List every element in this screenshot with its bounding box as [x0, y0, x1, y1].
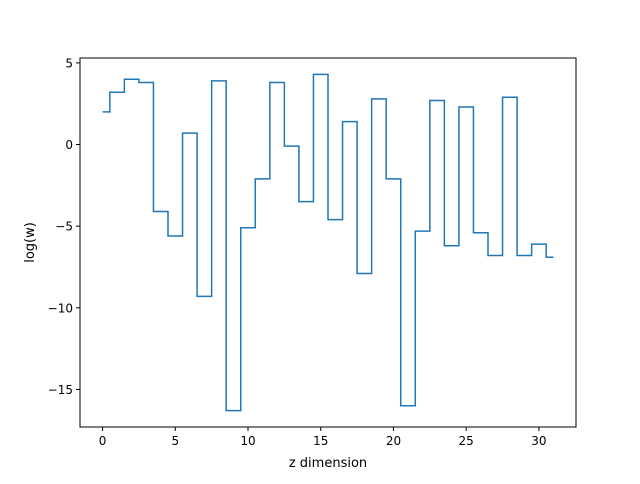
y-axis-label: log(w)	[23, 222, 38, 263]
x-tick-label: 0	[99, 434, 107, 448]
plot-area	[102, 73, 554, 412]
x-tick-label: 20	[386, 434, 401, 448]
x-axis-label: z dimension	[289, 456, 367, 471]
y-tick-label: 0	[65, 138, 73, 152]
x-axis-ticks: 0 5 10 15 20 25 30	[99, 427, 547, 448]
x-tick-label: 30	[531, 434, 546, 448]
y-tick-label: 5	[65, 56, 73, 70]
x-tick-label: 10	[240, 434, 255, 448]
x-tick-label: 25	[459, 434, 474, 448]
series-step-line	[102, 73, 554, 412]
x-tick-label: 5	[171, 434, 179, 448]
y-tick-label: −5	[55, 220, 73, 234]
y-axis-ticks: 5 0 −5 −10 −15	[48, 56, 80, 397]
axes-frame	[79, 57, 577, 428]
y-tick-label: −10	[48, 301, 73, 315]
y-tick-label: −15	[48, 383, 73, 397]
x-tick-label: 15	[313, 434, 328, 448]
